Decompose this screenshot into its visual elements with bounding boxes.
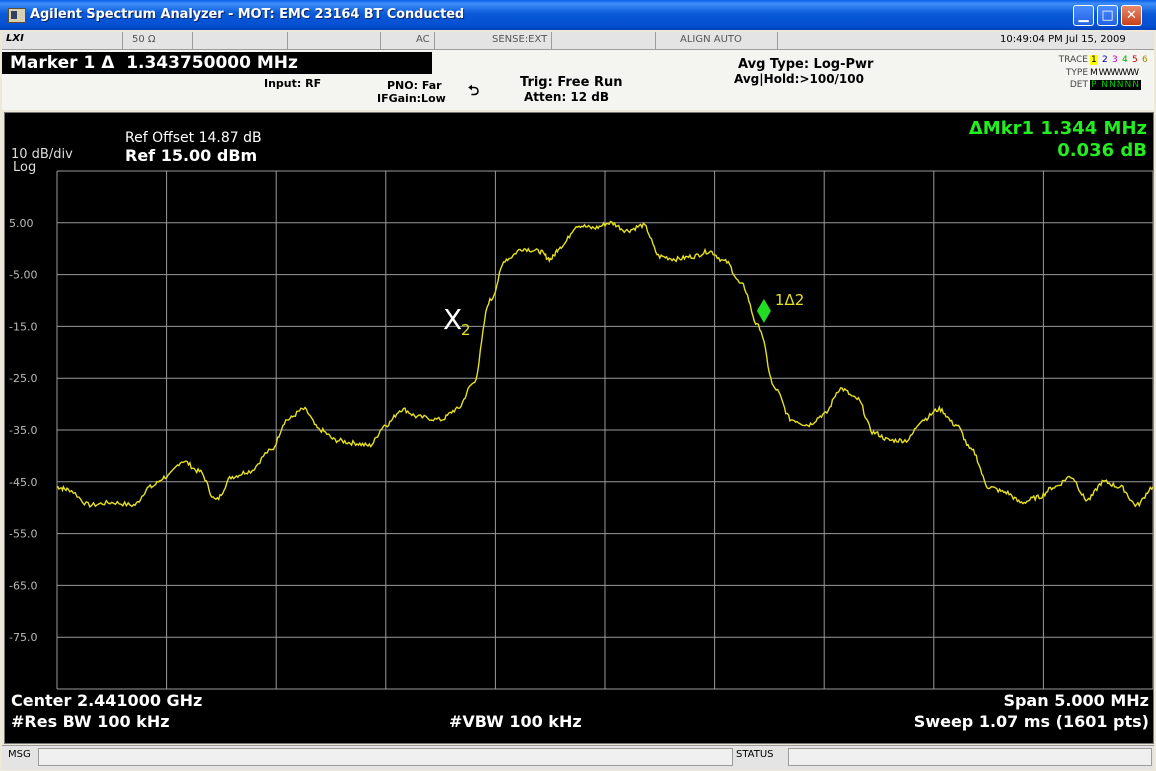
marker-2-subscript: 2	[461, 321, 471, 339]
close-button[interactable]: ✕	[1121, 5, 1142, 26]
spectrum-display[interactable]: Ref Offset 14.87 dB Ref 15.00 dBm 10 dB/…	[4, 112, 1154, 744]
vbw-label: #VBW 100 kHz	[449, 712, 582, 731]
status-field	[788, 748, 1152, 766]
type-values: M WWWWW	[1090, 68, 1139, 78]
avg-hold-setting: Avg|Hold:>100/100	[734, 72, 864, 86]
trace-3-indicator[interactable]: 3	[1112, 55, 1118, 65]
marker-1-delta-diamond[interactable]	[756, 298, 771, 323]
marker-label: Marker 1 Δ 1.343750000 MHz	[10, 53, 298, 73]
trig-arrow-icon: ⮌	[468, 83, 480, 99]
y-tick-label: -65.0	[9, 579, 37, 592]
trace-6-indicator[interactable]: 6	[1142, 55, 1148, 65]
message-bar: MSG STATUS	[2, 745, 1154, 770]
impedance-label: 50 Ω	[132, 34, 156, 45]
spectrum-plot[interactable]: 5.00 -5.00 -15.0 -25.0 -35.0 -45.0 -55.0 -65.0 -…	[5, 113, 1155, 745]
trace-1-line	[56, 220, 1154, 509]
avg-type-setting: Avg Type: Log-Pwr	[738, 57, 874, 72]
minimize-button[interactable]: ▁	[1073, 5, 1094, 26]
app-icon	[8, 8, 26, 23]
type-row-label: TYPE	[1065, 68, 1088, 78]
trace-2-indicator[interactable]: 2	[1102, 55, 1108, 65]
span-label: Span 5.000 MHz	[1003, 691, 1149, 710]
y-tick-label: -45.0	[9, 476, 37, 489]
y-tick-label: -15.0	[9, 320, 37, 333]
marker-2-reference-x[interactable]: X	[443, 303, 462, 336]
trace-4-indicator[interactable]: 4	[1122, 55, 1128, 65]
scale-type-label: Log	[13, 160, 37, 175]
msg-field	[38, 748, 733, 766]
y-tick-label: -55.0	[9, 528, 37, 541]
y-tick-label: 5.00	[9, 217, 34, 230]
pno-setting: PNO: Far	[387, 79, 442, 92]
input-setting: Input: RF	[264, 77, 322, 90]
det-row-label: DET	[1069, 80, 1088, 90]
center-freq-label: Center 2.441000 GHz	[11, 691, 203, 710]
maximize-icon: □	[1101, 8, 1114, 23]
y-tick-label: -75.0	[9, 631, 37, 644]
ref-offset-label: Ref Offset 14.87 dB	[125, 130, 262, 146]
align-label: ALIGN AUTO	[680, 34, 742, 45]
settings-panel: Marker 1 Δ 1.343750000 MHz Input: RF PNO…	[2, 50, 1154, 110]
trace-row-label: TRACE	[1058, 55, 1088, 65]
y-tick-label: -25.0	[9, 372, 37, 385]
marker-1-label: 1Δ2	[775, 291, 804, 309]
ifgain-setting: IFGain:Low	[377, 92, 446, 105]
status-label: STATUS	[736, 749, 774, 760]
window-title: Agilent Spectrum Analyzer - MOT: EMC 231…	[30, 7, 465, 22]
atten-setting: Atten: 12 dB	[524, 90, 610, 104]
datetime-label: 10:49:04 PM Jul 15, 2009	[1000, 34, 1126, 45]
trace-table: TRACE 1 2 3 4 5 6 TYPE M WWWWW DET P NNN…	[1046, 55, 1152, 92]
delta-marker-freq: ΔMkr1 1.344 MHz	[968, 118, 1147, 139]
ref-level-label: Ref 15.00 dBm	[125, 146, 258, 165]
res-bw-label: #Res BW 100 kHz	[11, 712, 170, 731]
maximize-button[interactable]: □	[1097, 5, 1118, 26]
close-icon: ✕	[1126, 8, 1137, 23]
status-strip: LXI 50 Ω AC SENSE:EXT ALIGN AUTO 10:49:0…	[2, 32, 1154, 50]
y-tick-label: -5.00	[9, 269, 37, 282]
window-titlebar[interactable]: Agilent Spectrum Analyzer - MOT: EMC 231…	[0, 0, 1156, 30]
trace-5-indicator[interactable]: 5	[1132, 55, 1138, 65]
det-values: P NNNNN	[1090, 80, 1141, 90]
msg-label: MSG	[8, 749, 31, 760]
lxi-logo: LXI	[6, 33, 24, 44]
scale-label: 10 dB/div	[11, 147, 73, 162]
trig-setting: Trig: Free Run	[520, 75, 623, 90]
sweep-label: Sweep 1.07 ms (1601 pts)	[913, 712, 1149, 731]
y-tick-label: -35.0	[9, 424, 37, 437]
trace-1-indicator[interactable]: 1	[1090, 55, 1098, 65]
marker-readout[interactable]: Marker 1 Δ 1.343750000 MHz	[2, 52, 432, 74]
minimize-icon: ▁	[1078, 8, 1089, 23]
coupling-label: AC	[416, 34, 430, 45]
delta-marker-amp: 0.036 dB	[1057, 140, 1147, 161]
sense-label: SENSE:EXT	[492, 34, 548, 45]
